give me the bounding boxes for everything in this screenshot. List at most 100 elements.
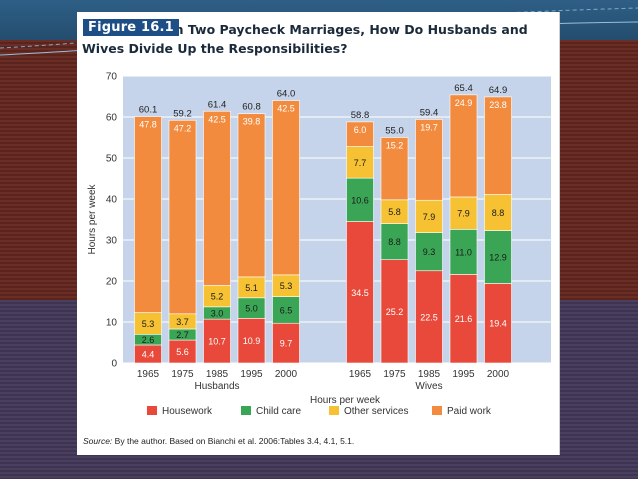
bar-value-label: 19.7 <box>420 122 438 132</box>
bar-value-label: 5.6 <box>176 347 189 357</box>
x-axis-label: Hours per week <box>310 395 381 406</box>
y-axis-label: Hours per week <box>87 183 98 254</box>
bar-value-label: 10.6 <box>351 195 369 205</box>
bar-value-label: 5.3 <box>142 319 155 329</box>
bar-value-label: 5.3 <box>280 281 293 291</box>
bar-segment-paid-work <box>134 116 162 313</box>
y-tick-label: 40 <box>106 195 118 206</box>
bar-total-label: 64.0 <box>277 89 296 100</box>
x-tick-label: 1985 <box>418 369 441 380</box>
legend-label-other-services: Other services <box>344 406 408 417</box>
bar-segment-housework <box>237 318 266 364</box>
x-tick-label: 1995 <box>240 369 263 380</box>
bar-value-label: 3.0 <box>211 308 224 318</box>
bar-segment-paid-work <box>415 119 443 201</box>
bar-value-label: 7.9 <box>457 209 470 219</box>
bar-value-label: 2.7 <box>176 330 189 340</box>
bar-segment-paid-work <box>203 110 231 286</box>
bar-total-label: 58.8 <box>351 110 370 121</box>
bar-value-label: 11.0 <box>455 247 472 257</box>
bar-segment-paid-work <box>272 100 300 276</box>
bar-value-label: 24.9 <box>455 98 473 108</box>
bar-segment-paid-work <box>449 94 478 198</box>
y-tick-label: 0 <box>111 359 117 370</box>
y-tick-label: 20 <box>106 277 118 288</box>
bar-total-label: 55.0 <box>385 126 404 137</box>
bar-segment-child-care <box>415 232 443 272</box>
bar-value-label: 15.2 <box>386 141 404 151</box>
bar-total-label: 61.4 <box>208 99 227 110</box>
bar-value-label: 6.0 <box>354 125 367 135</box>
bar-value-label: 23.8 <box>489 100 507 110</box>
source-label: Source: <box>83 436 113 446</box>
figure-title: In Two Paycheck Marriages, How Do Husban… <box>82 22 528 56</box>
bar-segment-other-services <box>484 194 512 231</box>
legend-label-housework: Housework <box>162 406 213 417</box>
bar-value-label: 47.2 <box>174 123 192 133</box>
x-tick-label: 1965 <box>349 369 372 380</box>
bar-value-label: 42.5 <box>277 104 295 114</box>
x-tick-label: 1975 <box>171 369 194 380</box>
bar-value-label: 5.0 <box>245 304 258 314</box>
bar-total-label: 65.4 <box>454 83 473 94</box>
bar-value-label: 10.7 <box>208 337 226 347</box>
x-tick-label: 2000 <box>275 369 298 380</box>
legend-label-paid-work: Paid work <box>447 406 492 417</box>
bar-value-label: 8.8 <box>388 237 401 247</box>
bar-segment-child-care <box>484 230 512 284</box>
bar-value-label: 2.6 <box>142 335 155 345</box>
bar-value-label: 3.7 <box>176 317 189 327</box>
legend-label-child-care: Child care <box>256 406 301 417</box>
bar-value-label: 4.4 <box>142 349 155 359</box>
y-tick-label: 10 <box>106 318 118 329</box>
legend-swatch-paid-work <box>432 406 442 415</box>
bar-segment-paid-work <box>484 96 512 195</box>
bar-value-label: 9.3 <box>423 247 436 257</box>
bar-value-label: 22.5 <box>420 312 438 322</box>
bar-segment-paid-work <box>237 113 266 278</box>
bar-segment-child-care <box>346 177 374 222</box>
bar-total-label: 60.1 <box>139 105 158 116</box>
bar-segment-other-services <box>346 146 374 179</box>
bar-segment-paid-work <box>168 119 197 315</box>
bar-segment-housework <box>203 318 231 364</box>
y-tick-label: 70 <box>106 72 118 83</box>
bar-segment-child-care <box>272 296 300 324</box>
bar-value-label: 8.8 <box>492 208 505 218</box>
bar-value-label: 5.2 <box>211 292 224 302</box>
x-tick-label: 1985 <box>206 369 229 380</box>
figure-source: Source: By the author. Based on Bianchi … <box>83 436 354 446</box>
bar-value-label: 5.1 <box>245 283 258 293</box>
bar-segment-housework <box>449 274 478 364</box>
group-label: Wives <box>415 381 442 392</box>
bar-value-label: 12.9 <box>489 253 507 263</box>
bar-value-label: 7.7 <box>354 158 367 168</box>
x-tick-label: 2000 <box>487 369 510 380</box>
bar-segment-housework <box>272 322 300 364</box>
bar-segment-other-services <box>449 196 478 230</box>
bar-segment-housework <box>415 270 443 364</box>
x-tick-label: 1965 <box>137 369 160 380</box>
figure-card: In Two Paycheck Marriages, How Do Husban… <box>77 12 560 455</box>
y-tick-label: 50 <box>106 154 118 165</box>
bar-segment-child-care <box>449 229 478 275</box>
bar-value-label: 5.8 <box>388 207 401 217</box>
bar-value-label: 39.8 <box>243 117 261 127</box>
bar-total-label: 64.9 <box>489 85 508 96</box>
legend-swatch-housework <box>147 406 157 415</box>
figure-badge: Figure 16.1 <box>83 19 179 36</box>
bar-value-label: 25.2 <box>386 307 404 317</box>
bar-value-label: 47.8 <box>139 120 157 130</box>
y-tick-label: 60 <box>106 113 118 124</box>
bar-value-label: 10.9 <box>243 336 261 346</box>
bar-total-label: 59.2 <box>173 108 192 119</box>
bar-value-label: 7.9 <box>423 212 436 222</box>
bar-value-label: 21.6 <box>455 314 473 324</box>
bar-value-label: 19.4 <box>489 319 507 329</box>
bar-value-label: 9.7 <box>280 339 293 349</box>
bar-value-label: 42.5 <box>208 114 226 124</box>
legend-swatch-other-services <box>329 406 339 415</box>
bar-segment-child-care <box>380 223 409 260</box>
bar-value-label: 6.5 <box>280 305 293 315</box>
bar-value-label: 34.5 <box>351 288 369 298</box>
